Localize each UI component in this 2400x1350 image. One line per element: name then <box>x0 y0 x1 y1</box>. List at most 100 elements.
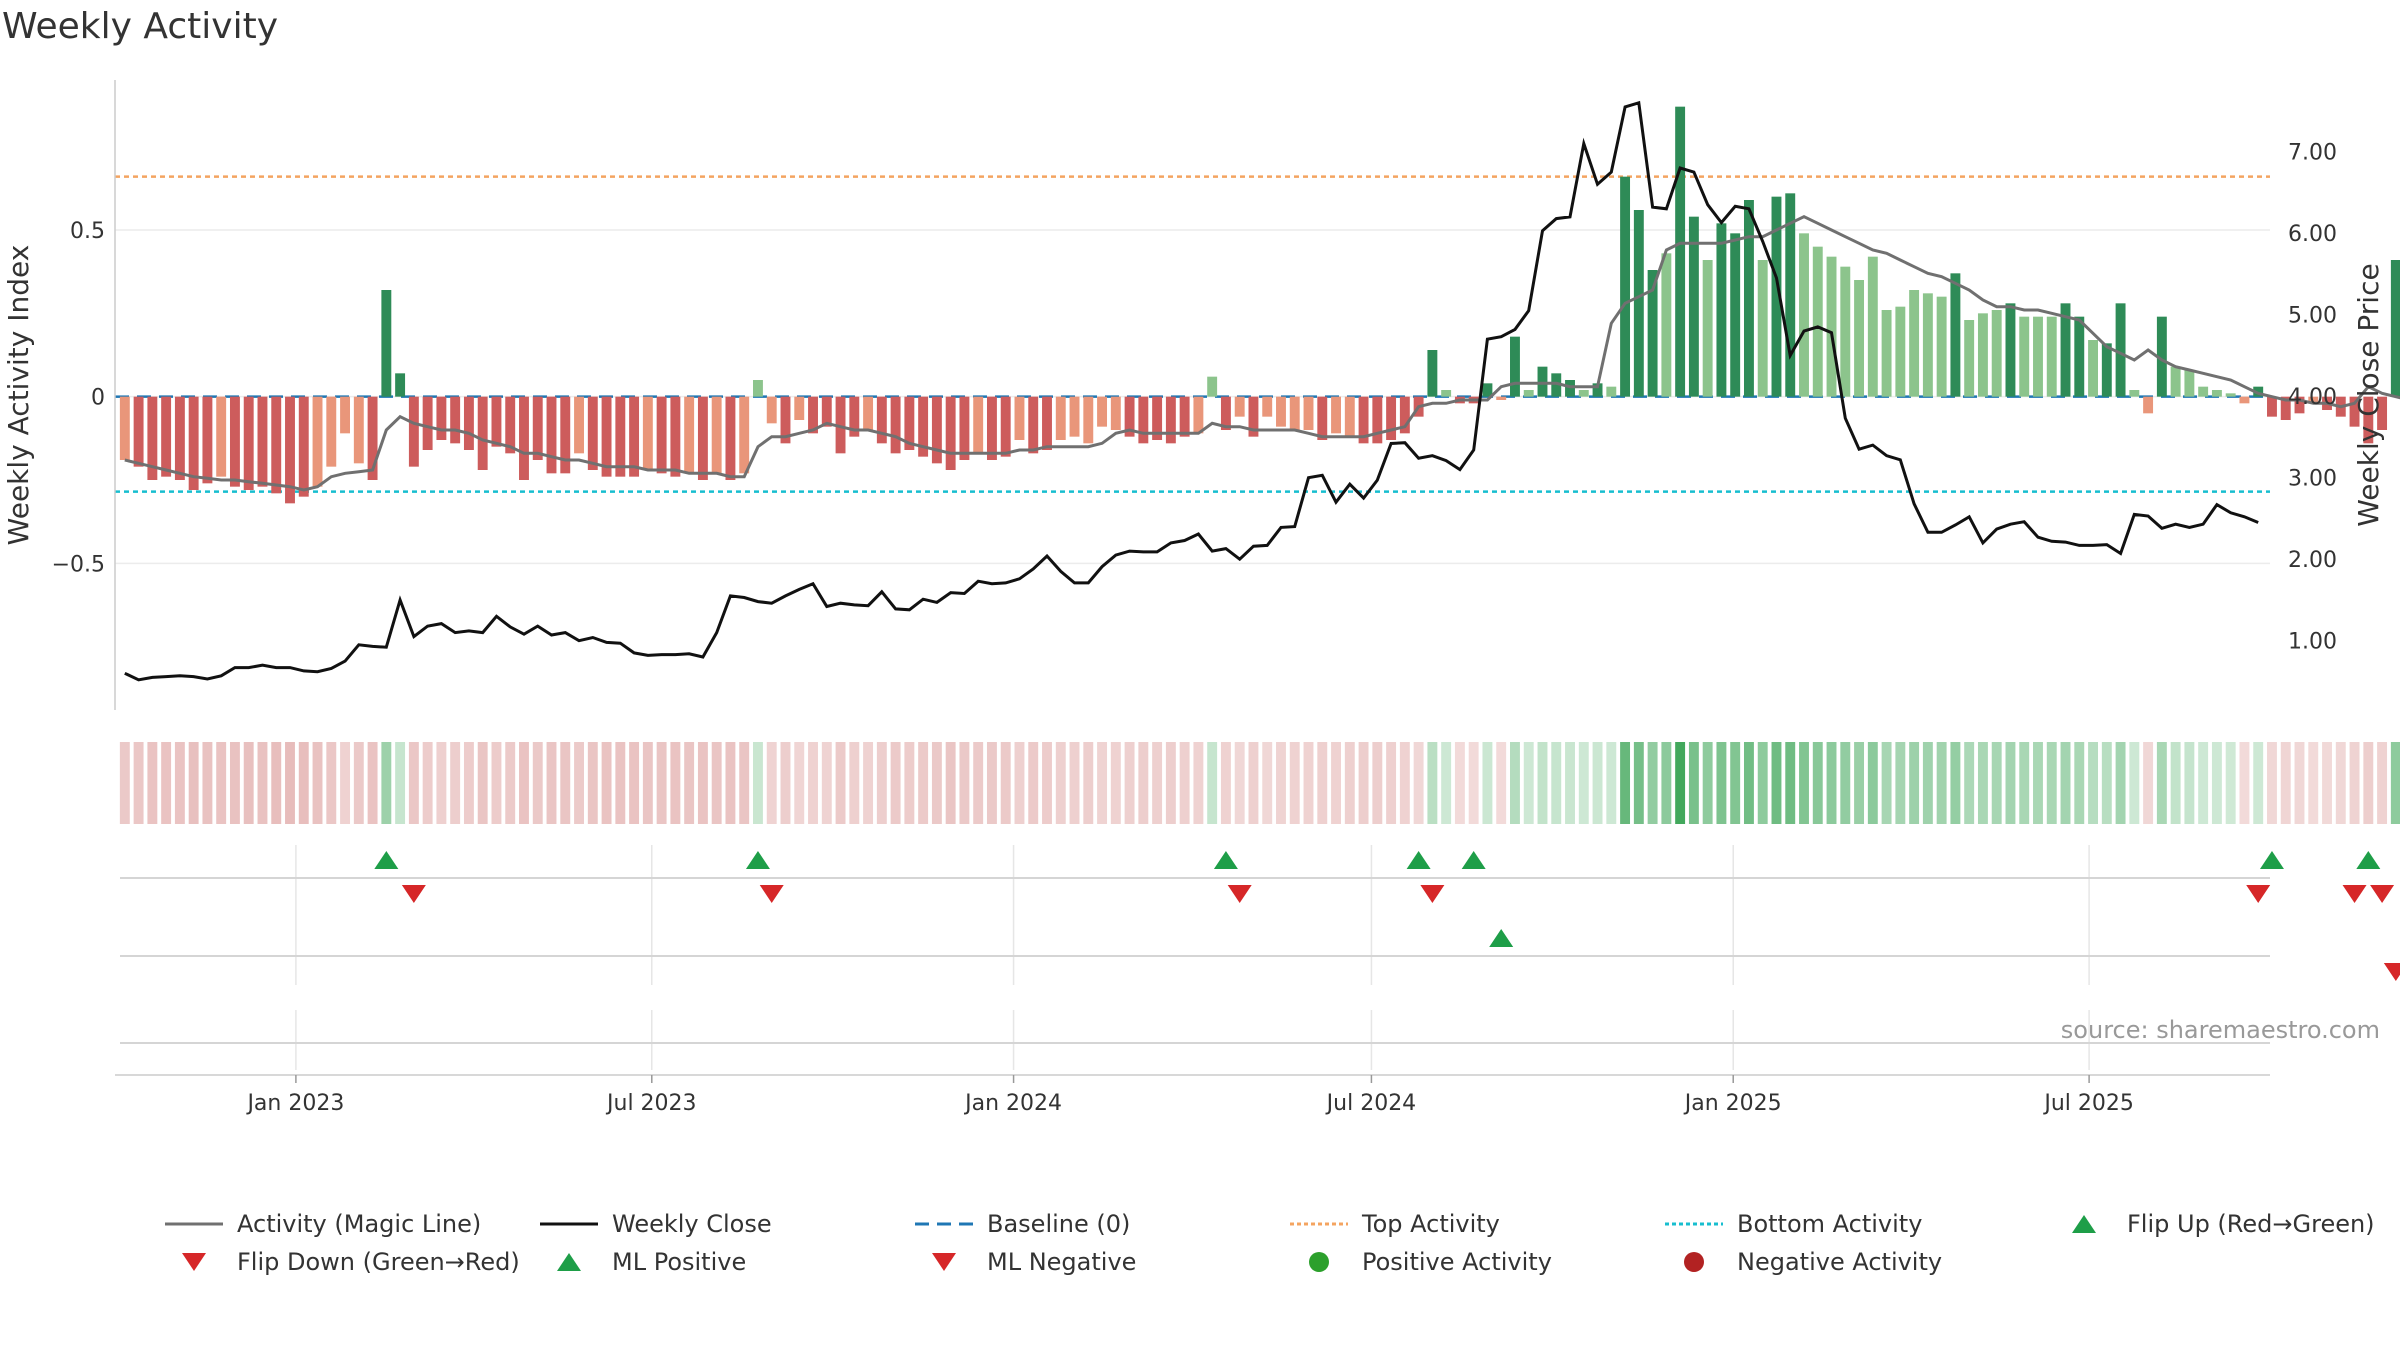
heat-cell <box>1000 742 1011 824</box>
flip-down-marker <box>1227 885 1252 903</box>
heat-cell <box>1633 742 1644 824</box>
heat-cell <box>587 742 598 824</box>
left-tick-label: −0.5 <box>52 552 105 577</box>
heat-cell <box>436 742 447 824</box>
activity-bar <box>1055 396 1066 440</box>
activity-bar <box>560 396 571 474</box>
legend-label: Top Activity <box>1361 1210 1500 1238</box>
heat-cell <box>519 742 529 824</box>
activity-bar <box>2363 396 2374 444</box>
heat-cell <box>1702 742 1713 824</box>
activity-bar <box>2156 316 2167 397</box>
activity-bar <box>1592 383 1603 397</box>
activity-bar <box>973 396 984 454</box>
activity-bar <box>1124 396 1135 437</box>
heat-cell <box>1716 742 1727 824</box>
heat-cell <box>408 742 419 824</box>
activity-bar <box>1083 396 1094 444</box>
heat-cell <box>395 742 406 824</box>
legend-swatch <box>2072 1215 2096 1233</box>
heat-cell <box>216 742 227 824</box>
heat-cell <box>2363 742 2374 824</box>
heat-cell <box>753 742 763 824</box>
heat-cell <box>725 742 736 824</box>
activity-bar <box>739 396 750 474</box>
activity-bar <box>312 396 323 487</box>
activity-bar <box>574 396 584 454</box>
heat-cell <box>1386 742 1397 824</box>
heat-cell <box>2294 742 2305 824</box>
activity-bar <box>1730 233 1741 397</box>
activity-bar <box>1799 233 1809 397</box>
heat-cell <box>1867 742 1878 824</box>
heat-cell <box>1399 742 1410 824</box>
legend-label: ML Negative <box>987 1248 1136 1276</box>
legend-swatch <box>1309 1252 1329 1272</box>
activity-bar <box>1028 396 1039 454</box>
heat-cell <box>1303 742 1314 824</box>
activity-bar <box>2267 396 2277 417</box>
activity-bar <box>1716 223 1727 397</box>
flip-up-marker <box>1213 851 1238 869</box>
legend-swatch <box>557 1253 581 1271</box>
heat-cell <box>1964 742 1975 824</box>
heat-cell <box>1028 742 1039 824</box>
activity-bar <box>243 396 254 490</box>
activity-bar <box>2088 340 2098 397</box>
heat-cell <box>821 742 832 824</box>
activity-bar <box>835 396 846 454</box>
source-note: source: sharemaestro.com <box>2061 1016 2380 1044</box>
activity-bar <box>1675 106 1686 397</box>
heat-cell <box>1248 742 1259 824</box>
heat-cell <box>1331 742 1341 824</box>
heat-cell <box>2349 742 2360 824</box>
activity-bar <box>1551 373 1562 397</box>
heat-cell <box>1757 742 1768 824</box>
x-tick-label: Jan 2025 <box>1683 1091 1782 1116</box>
activity-bar <box>1441 390 1452 397</box>
right-tick-label: 5.00 <box>2288 304 2337 329</box>
left-axis-label: Weekly Activity Index <box>2 245 35 546</box>
heat-cell <box>1138 742 1149 824</box>
activity-bar <box>133 396 144 467</box>
activity-bar <box>1688 216 1699 397</box>
heat-cell <box>1826 742 1837 824</box>
activity-bar <box>1510 336 1520 397</box>
heat-cell <box>1523 742 1534 824</box>
activity-bar <box>931 396 942 464</box>
heat-cell <box>959 742 970 824</box>
heat-cell <box>2239 742 2250 824</box>
activity-bar <box>1399 396 1410 434</box>
heat-cell <box>1083 742 1094 824</box>
heat-cell <box>2101 742 2112 824</box>
activity-bar <box>1771 196 1782 397</box>
heat-cell <box>1372 742 1383 824</box>
activity-bar <box>1289 396 1300 430</box>
activity-bar <box>670 396 681 477</box>
heat-cell <box>147 742 158 824</box>
heat-cell <box>794 742 805 824</box>
heat-cell <box>2225 742 2236 824</box>
heat-cell <box>1578 742 1589 824</box>
activity-bar <box>1179 396 1190 437</box>
heat-cell <box>1496 742 1507 824</box>
heat-cell <box>2033 742 2043 824</box>
heat-cell <box>2156 742 2167 824</box>
x-tick-label: Jul 2024 <box>1325 1091 1417 1116</box>
activity-bar <box>587 396 598 470</box>
activity-bar <box>257 396 268 487</box>
activity-bar <box>1496 396 1507 400</box>
activity-bar <box>1317 396 1328 440</box>
legend-label: Activity (Magic Line) <box>237 1210 481 1238</box>
heat-cell <box>931 742 942 824</box>
heat-cell <box>2267 742 2277 824</box>
heat-cell <box>133 742 144 824</box>
heat-cell <box>1510 742 1520 824</box>
activity-bar <box>119 396 130 460</box>
heat-cell <box>1606 742 1617 824</box>
heat-cell <box>629 742 640 824</box>
heat-cell <box>298 742 309 824</box>
heat-cell <box>973 742 984 824</box>
activity-bar <box>642 396 653 470</box>
heat-cell <box>1193 742 1204 824</box>
